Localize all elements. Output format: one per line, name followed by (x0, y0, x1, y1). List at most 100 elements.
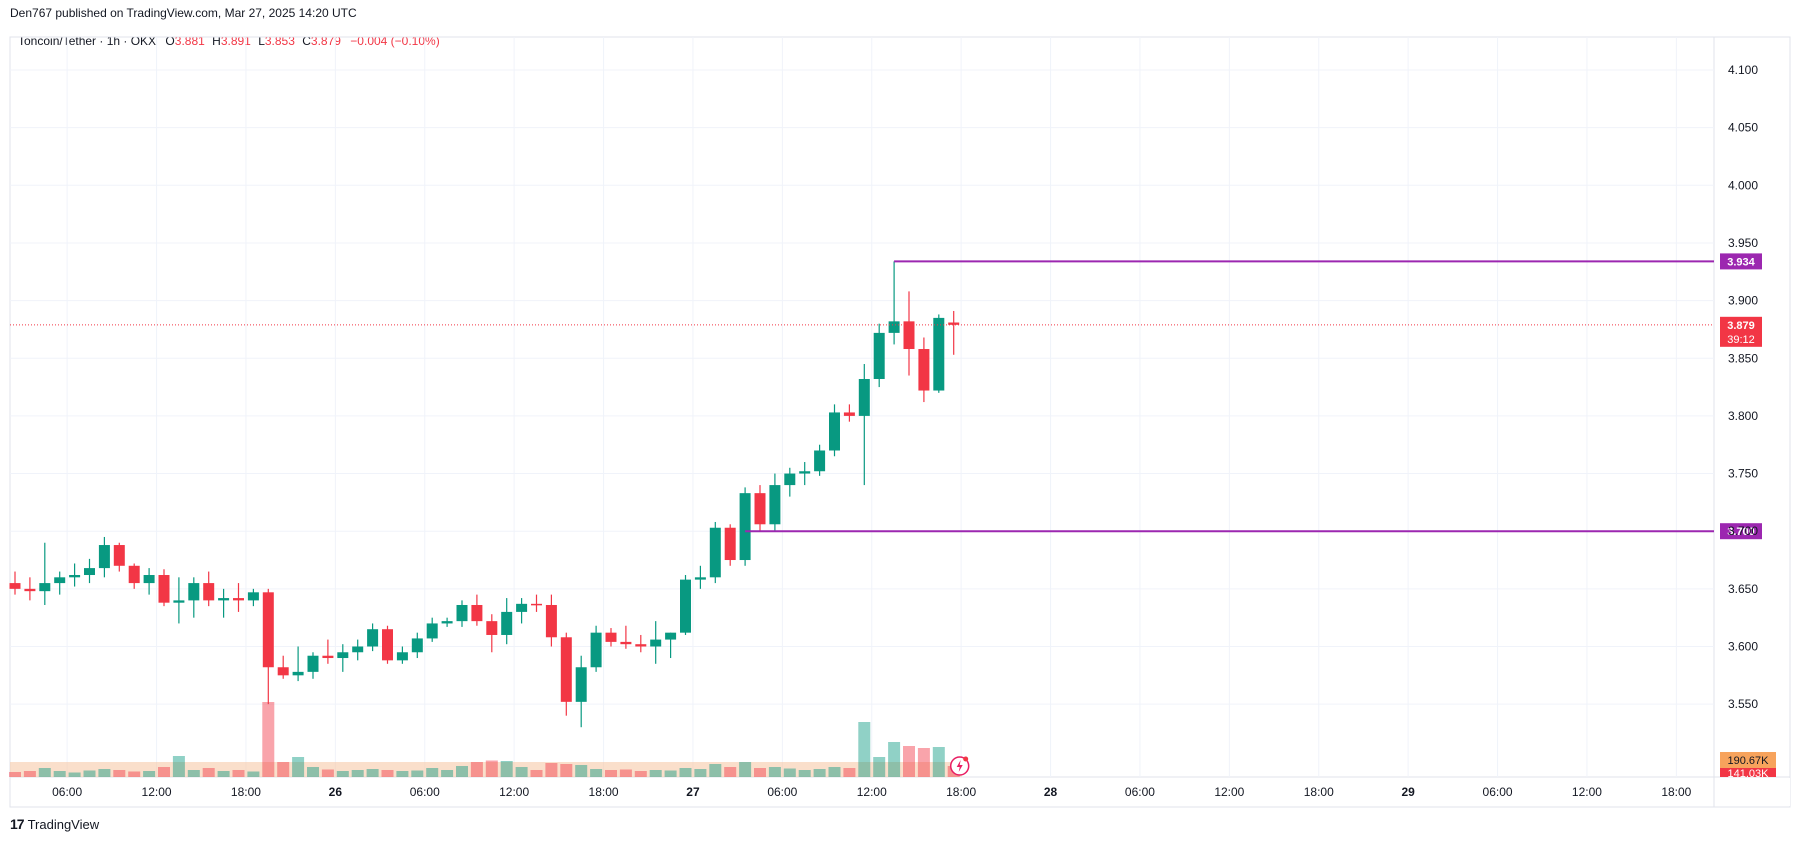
candle[interactable] (843, 404, 855, 422)
volume-bar (724, 767, 737, 777)
candle[interactable] (69, 563, 81, 587)
candle[interactable] (396, 646, 408, 664)
candle[interactable] (665, 632, 677, 659)
candle[interactable] (694, 565, 706, 589)
candle[interactable] (814, 444, 826, 476)
volume-bar (500, 761, 513, 777)
level-price-tag (1720, 523, 1762, 540)
volume-bar (38, 768, 51, 777)
volume-bar (98, 769, 111, 777)
candle[interactable] (456, 600, 468, 627)
candle[interactable] (918, 337, 930, 403)
candle[interactable] (933, 314, 945, 393)
candle[interactable] (9, 571, 21, 595)
candle[interactable] (858, 364, 870, 486)
candle[interactable] (426, 617, 438, 642)
candle[interactable] (188, 577, 200, 618)
candle[interactable] (54, 571, 66, 595)
volume-bar (932, 747, 945, 777)
volume-bar (9, 772, 21, 777)
volume-bar (217, 771, 230, 777)
candle[interactable] (367, 623, 379, 652)
candle[interactable] (501, 598, 513, 645)
candle[interactable] (873, 323, 885, 388)
candle[interactable] (724, 524, 736, 566)
lightning-glyph (956, 760, 963, 772)
candle[interactable] (143, 568, 155, 595)
volume-bar (307, 767, 319, 777)
time-axis[interactable]: 06:00 12:00 18:00 26 06:00 12:00 18:00 27 06:00 1… (52, 785, 1692, 799)
volume-bar (843, 768, 856, 777)
candle-body (233, 598, 244, 601)
candle[interactable] (382, 625, 393, 664)
volume-bar (470, 762, 483, 777)
volume-bar (768, 767, 781, 777)
candle[interactable] (39, 542, 51, 605)
candle[interactable] (322, 639, 334, 664)
candle-body (456, 604, 468, 622)
candle[interactable] (605, 628, 617, 647)
candle[interactable] (98, 536, 110, 578)
candle[interactable] (769, 473, 781, 532)
candle[interactable] (128, 563, 140, 589)
y-tick-label: 4.100 (1728, 63, 1758, 77)
publisher-line: Den767 published on TradingView.com, Mar… (10, 6, 357, 20)
candle[interactable] (650, 621, 662, 664)
candle[interactable] (411, 632, 423, 659)
y-tick-label: 4.050 (1728, 121, 1758, 135)
candle[interactable] (247, 588, 259, 607)
candle-body (933, 317, 945, 391)
candle[interactable] (292, 646, 304, 682)
candle[interactable] (337, 644, 349, 672)
price-axis[interactable]: 4.100 4.050 4.000 3.950 3.900 3.850 3.800 3.750… (1728, 63, 1758, 711)
candle[interactable] (754, 485, 766, 532)
candle[interactable] (307, 652, 319, 679)
candle[interactable] (84, 558, 95, 584)
candle-body (441, 621, 453, 624)
candle[interactable] (218, 588, 230, 618)
candle[interactable] (829, 404, 840, 457)
candle[interactable] (545, 594, 557, 647)
candle[interactable] (680, 575, 691, 635)
candle[interactable] (441, 617, 453, 627)
candle[interactable] (784, 467, 796, 497)
volume-bar (754, 768, 766, 777)
candle[interactable] (173, 577, 185, 624)
candle[interactable] (203, 571, 215, 607)
candle-body (203, 583, 215, 601)
volume-bar (143, 771, 156, 777)
candle[interactable] (516, 598, 528, 624)
horizontal-levels[interactable]: 3.934 3.700 (745, 253, 1762, 540)
candle[interactable] (739, 487, 751, 566)
candle-body (24, 588, 36, 592)
volume-bar (23, 771, 36, 777)
candle[interactable] (560, 632, 572, 716)
candle-body (113, 545, 125, 566)
candle[interactable] (635, 634, 647, 653)
candle[interactable] (531, 594, 542, 612)
y-tick-label: 4.000 (1728, 178, 1758, 192)
candle[interactable] (277, 655, 289, 679)
candle-body (188, 583, 200, 601)
candle[interactable] (709, 521, 721, 584)
candle[interactable] (948, 310, 960, 355)
candle[interactable] (233, 583, 244, 612)
candle[interactable] (262, 588, 274, 705)
candle[interactable] (486, 614, 498, 653)
candle[interactable] (352, 639, 364, 661)
x-tick-label: 26 (329, 785, 343, 799)
candle[interactable] (799, 462, 811, 486)
candlesticks[interactable] (9, 261, 960, 728)
candle[interactable] (158, 569, 170, 607)
candle[interactable] (113, 542, 125, 572)
candle[interactable] (888, 261, 900, 345)
candle[interactable] (471, 594, 483, 626)
candle[interactable] (24, 577, 36, 601)
candle-body (486, 621, 498, 635)
candle[interactable] (575, 655, 587, 728)
candle[interactable] (590, 625, 602, 672)
candle[interactable] (620, 625, 632, 649)
candle[interactable] (903, 291, 915, 376)
candle-body (98, 545, 110, 569)
